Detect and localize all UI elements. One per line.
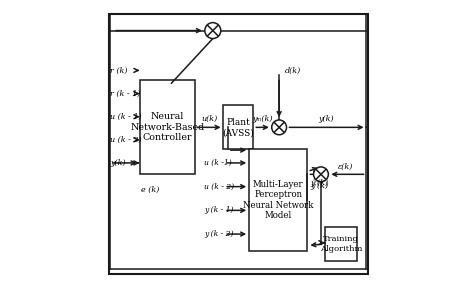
Text: u (k - 2): u (k - 2) [110, 136, 142, 144]
Text: ŷ (k): ŷ (k) [310, 182, 328, 190]
Bar [223, 105, 254, 149]
Text: u (k -1): u (k -1) [204, 159, 232, 167]
Text: Training
Algorithm: Training Algorithm [319, 235, 362, 253]
Circle shape [205, 23, 221, 39]
Text: yₘ(k): yₘ(k) [252, 115, 273, 123]
Circle shape [314, 167, 328, 182]
Text: y(k): y(k) [319, 115, 334, 123]
Circle shape [272, 120, 286, 135]
Text: e (k): e (k) [141, 186, 159, 194]
Text: Neural
Network-Based
Controller: Neural Network-Based Controller [130, 112, 204, 142]
Text: ŷ (k): ŷ (k) [310, 179, 328, 187]
Text: u (k - 2): u (k - 2) [204, 183, 235, 191]
Bar [249, 149, 308, 251]
Text: y (k - 1): y (k - 1) [204, 206, 234, 214]
Text: y(k): y(k) [110, 159, 126, 167]
Bar [325, 227, 357, 261]
Text: ε(k): ε(k) [338, 163, 354, 171]
Text: Plant
(AVSS): Plant (AVSS) [223, 118, 254, 137]
Bar [139, 80, 195, 174]
Text: u (k - 1): u (k - 1) [110, 113, 142, 121]
Text: d(k): d(k) [285, 66, 301, 74]
Text: u(k): u(k) [201, 115, 218, 123]
Text: y (k - 2): y (k - 2) [204, 230, 234, 238]
Text: r (k): r (k) [110, 66, 128, 74]
Text: r (k - 1): r (k - 1) [110, 90, 141, 98]
Text: Multi-Layer
Perceptron
Neural Network
Model: Multi-Layer Perceptron Neural Network Mo… [243, 180, 313, 220]
